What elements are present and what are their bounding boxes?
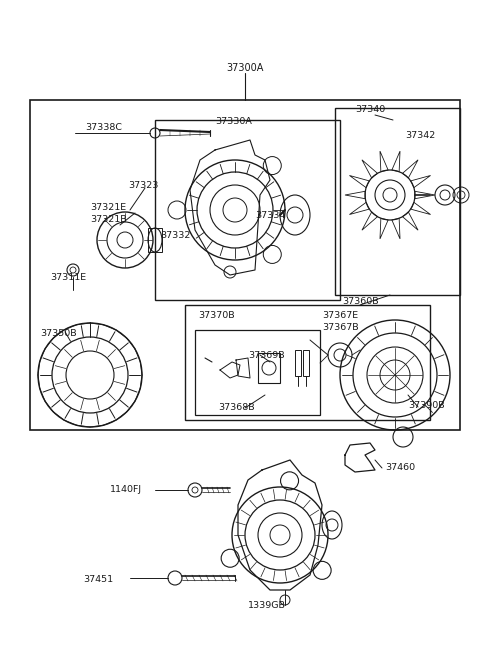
Text: 37367B: 37367B <box>322 323 359 332</box>
Text: 37321B: 37321B <box>90 215 127 225</box>
Text: 37360B: 37360B <box>342 298 379 307</box>
Text: 37370B: 37370B <box>198 311 235 321</box>
Text: 37367E: 37367E <box>322 311 358 321</box>
Bar <box>195 330 320 415</box>
Text: 37340: 37340 <box>355 106 385 114</box>
Text: 37451: 37451 <box>83 576 113 585</box>
Bar <box>30 100 460 430</box>
Text: 37368B: 37368B <box>218 403 254 413</box>
Text: 37323: 37323 <box>128 181 158 191</box>
Text: 37332: 37332 <box>160 231 191 240</box>
Bar <box>335 108 460 295</box>
Text: 37342: 37342 <box>405 131 435 139</box>
Text: 37390B: 37390B <box>408 401 444 409</box>
Text: 37369B: 37369B <box>248 350 285 359</box>
Text: 37334: 37334 <box>255 210 286 219</box>
Text: 37338C: 37338C <box>85 124 122 133</box>
Bar <box>148 228 162 252</box>
Text: 37460: 37460 <box>385 463 415 472</box>
Text: 37350B: 37350B <box>40 330 77 338</box>
Text: 1140FJ: 1140FJ <box>110 486 142 495</box>
Bar <box>185 305 430 420</box>
Bar <box>303 350 309 376</box>
Text: 37311E: 37311E <box>50 273 86 283</box>
Text: 37330A: 37330A <box>215 118 252 127</box>
Bar <box>155 120 340 300</box>
Text: 1339GB: 1339GB <box>248 600 286 610</box>
Text: 37321E: 37321E <box>90 204 126 212</box>
Bar <box>295 350 301 376</box>
Bar <box>258 353 280 383</box>
Text: 37300A: 37300A <box>226 63 264 73</box>
